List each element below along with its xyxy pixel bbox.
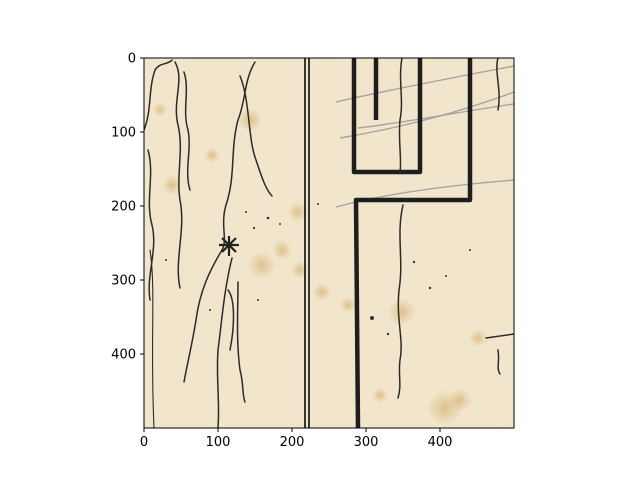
ink-speckles: [165, 203, 471, 336]
x-tick-label: 0: [140, 435, 148, 450]
axes-frame: [143, 57, 515, 429]
x-tick-label: 300: [354, 435, 379, 450]
y-tick-label: 100: [111, 126, 136, 141]
x-tick-label: 400: [428, 435, 453, 450]
y-tick-label: 400: [111, 348, 136, 363]
paper-background: [144, 58, 514, 428]
ink-scribbles: [144, 58, 514, 428]
thin-ink-lines: [304, 58, 310, 428]
ink-cross-mark: [219, 236, 239, 256]
image-panel: [144, 58, 514, 428]
bold-ink-structure: [351, 58, 473, 428]
x-tick-label: 100: [206, 435, 231, 450]
y-axis-ticks: 0 100 200 300 400: [111, 52, 144, 363]
y-tick-label: 300: [111, 274, 136, 289]
x-tick-label: 200: [280, 435, 305, 450]
y-tick-label: 0: [128, 52, 136, 67]
paper-stains: [153, 103, 487, 426]
x-axis-ticks: 0 100 200 300 400: [140, 428, 453, 450]
y-tick-label: 200: [111, 200, 136, 215]
